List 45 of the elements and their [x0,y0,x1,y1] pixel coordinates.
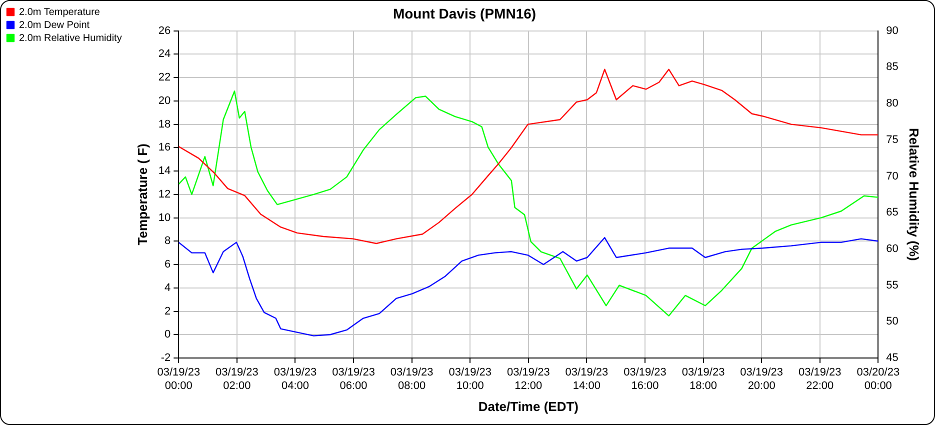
y-tick-label: 8 [164,235,171,248]
y-tick-label: 22 [158,72,171,84]
y2-axis-title: Relative Humidity (%) [906,128,922,261]
y-tick-label: 20 [158,94,171,107]
y-tick-label: 26 [158,24,171,37]
x-tick-label: 03/19/23 22:00 [798,366,842,392]
y-tick-label: 18 [158,118,171,130]
y2-tick-label: 90 [886,24,898,37]
x-tick-label: 03/19/23 02:00 [216,366,258,392]
y2-tick-label: 80 [886,98,898,110]
y2-tick-label: 60 [886,242,898,255]
y-tick-label: 4 [164,282,171,294]
y-tick-label: -2 [160,352,171,364]
y-tick-label: 6 [164,258,171,271]
x-tick-label: 03/19/23 18:00 [682,366,725,392]
x-tick-label: 03/19/23 00:00 [157,366,200,392]
y-tick-label: 12 [158,188,171,200]
chart-title: Mount Davis (PMN16) [392,5,536,22]
x-axis-title: Date/Time (EDT) [478,398,578,414]
y2-tick-label: 65 [886,206,898,219]
y-axis-title: Temperature ( F) [135,144,150,246]
x-tick-label: 03/19/23 04:00 [274,366,317,392]
y-tick-label: 24 [158,48,171,60]
x-tick-label: 03/19/23 14:00 [565,366,608,392]
y-tick-label: 10 [158,212,171,224]
legend-label: 2.0m Relative Humidity [19,32,122,44]
legend-label: 2.0m Dew Point [19,20,90,31]
x-tick-label: 03/19/23 08:00 [390,366,434,392]
x-tick-label: 03/20/23 00:00 [856,366,900,392]
y-tick-label: 0 [164,328,171,341]
x-tick-label: 03/19/23 06:00 [332,366,375,392]
y2-tick-label: 85 [886,61,898,74]
y-tick-label: 16 [158,142,171,154]
legend-label: 2.0m Temperature [19,6,100,18]
y-tick-label: 14 [158,165,171,178]
y2-tick-label: 45 [886,352,898,364]
y2-tick-label: 55 [886,279,898,292]
y2-tick-label: 50 [886,316,898,328]
x-tick-label: 03/19/23 10:00 [448,366,492,392]
x-tick-label: 03/19/23 12:00 [506,366,550,392]
y2-tick-label: 75 [886,134,898,146]
x-tick-label: 03/19/23 16:00 [624,366,666,392]
y2-tick-label: 70 [886,170,898,182]
x-tick-label: 03/19/23 20:00 [740,366,783,392]
y-tick-label: 2 [164,305,171,318]
